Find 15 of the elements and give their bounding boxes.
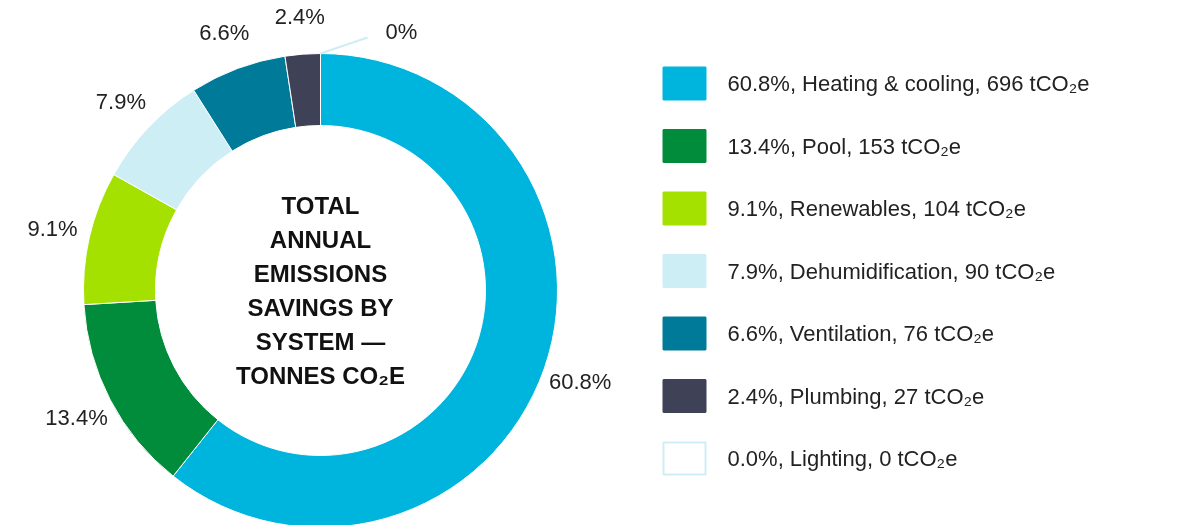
legend-label: 60.8%, Heating & cooling, 696 tCO₂e [727, 71, 1090, 96]
legend-label: 6.6%, Ventilation, 76 tCO₂e [727, 321, 995, 346]
text: 0% [385, 19, 418, 44]
legend-label: 2.4%, Plumbing, 27 tCO₂e [727, 383, 985, 409]
legend-label: 9.1%, Renewables, 104 tCO₂e [727, 196, 1026, 221]
data-label: 60.8% [548, 368, 612, 394]
data-label: 13.4% [45, 404, 108, 430]
data-label: 6.6% [199, 20, 250, 46]
text: TOTAL ANNUAL EMISSIONS SAVINGS BY SYSTEM — TONNES CO₂E [236, 192, 405, 389]
data-label: 7.9% [95, 88, 147, 114]
legend-label: 13.4%, Pool, 153 tCO₂e [727, 133, 962, 159]
data-label: 9.1% [27, 216, 78, 242]
legend-label: 0.0%, Lighting, 0 tCO₂e [727, 446, 958, 471]
legend-label: 7.9%, Dehumidification, 90 tCO₂e [727, 258, 1056, 284]
data-label: 2.4% [274, 3, 325, 29]
